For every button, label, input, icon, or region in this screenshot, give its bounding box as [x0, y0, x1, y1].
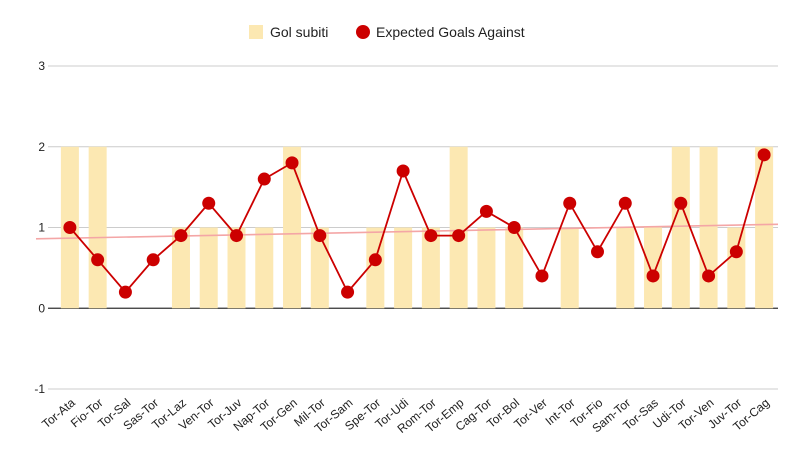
bar-gol-subiti — [227, 227, 246, 309]
x-axis-ticks: Tor-AtaFio-TorTor-SalSas-TorTor-LazVen-T… — [39, 395, 772, 436]
bar-gol-subiti — [644, 227, 663, 309]
xga-point — [646, 269, 660, 283]
bar-gol-subiti — [88, 146, 107, 309]
bar-gol-subiti — [199, 227, 218, 309]
legend-swatch-bars — [249, 25, 263, 39]
xga-point — [729, 245, 743, 259]
gridlines — [48, 65, 778, 390]
xga-point — [479, 204, 493, 218]
bar-gol-subiti — [477, 227, 496, 309]
bar-gol-subiti — [171, 227, 190, 309]
bar-gol-subiti — [449, 146, 468, 309]
bar-gol-subiti — [283, 146, 302, 309]
bar-gol-subiti — [616, 227, 635, 309]
xga-point — [452, 229, 466, 243]
bar-gol-subiti — [310, 227, 329, 309]
legend-label-line: Expected Goals Against — [376, 24, 525, 40]
legend-marker-line — [356, 25, 370, 39]
bar-gol-subiti — [505, 227, 524, 309]
bar-gol-subiti — [699, 146, 718, 309]
y-tick-label: 0 — [38, 301, 45, 315]
xga-point — [285, 156, 299, 170]
xga-point — [396, 164, 410, 178]
xga-point — [535, 269, 549, 283]
bar-gol-subiti — [255, 227, 274, 309]
xga-point — [174, 229, 188, 243]
legend: Gol subiti Expected Goals Against — [249, 24, 525, 40]
bar-gol-subiti — [394, 227, 413, 309]
xga-point — [202, 196, 216, 210]
bar-gol-subiti — [755, 146, 774, 309]
xga-series-line — [69, 154, 765, 294]
y-tick-label: 3 — [38, 59, 45, 73]
xga-point — [424, 229, 438, 243]
xga-point — [702, 269, 716, 283]
bar-gol-subiti — [671, 146, 690, 309]
trendline — [35, 223, 779, 240]
y-axis-ticks: -1 0 1 2 3 — [34, 59, 45, 396]
bar-gol-subiti — [560, 227, 579, 309]
y-tick-label: 2 — [38, 140, 45, 154]
xga-point — [257, 172, 271, 186]
trendline-group — [35, 223, 779, 240]
xga-point — [91, 253, 105, 267]
xga-line-group — [63, 148, 771, 299]
xga-point — [146, 253, 160, 267]
xga-point — [230, 229, 243, 243]
y-tick-label: -1 — [34, 382, 45, 396]
xga-point — [368, 253, 382, 267]
y-tick-label: 1 — [38, 221, 45, 235]
xga-point — [563, 196, 577, 210]
xga-point — [618, 196, 632, 210]
xga-point — [591, 245, 604, 259]
xga-point — [313, 229, 327, 243]
bar-gol-subiti — [727, 227, 746, 309]
xga-point — [674, 196, 688, 210]
xga-point — [63, 221, 77, 234]
legend-label-bars: Gol subiti — [270, 24, 328, 40]
xga-point — [757, 148, 771, 162]
xga-point — [341, 285, 355, 299]
xga-point — [118, 285, 132, 299]
bar-gol-subiti — [421, 227, 440, 309]
xga-point — [507, 221, 521, 234]
